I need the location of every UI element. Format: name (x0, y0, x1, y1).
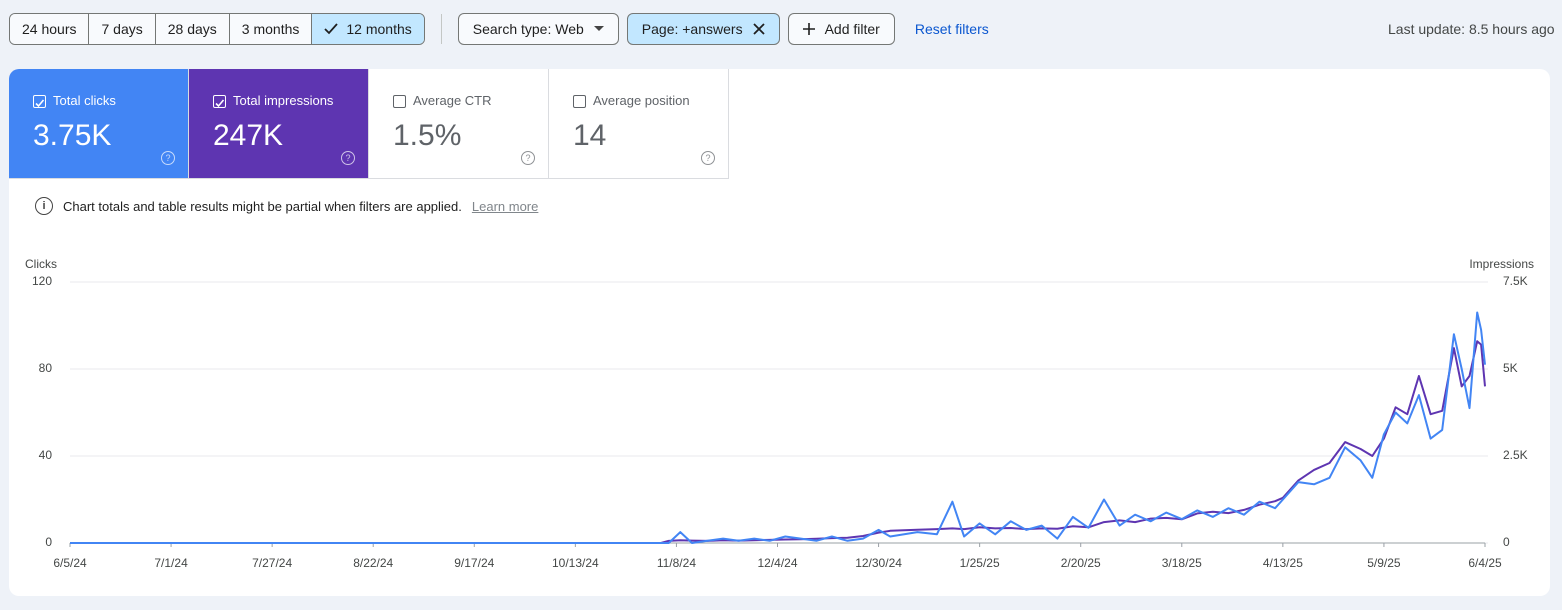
metric-value: 1.5% (393, 119, 462, 152)
add-filter-label: Add filter (824, 21, 880, 37)
plus-icon (802, 23, 815, 35)
info-icon: i (35, 197, 53, 215)
notice-text: Chart totals and table results might be … (63, 198, 462, 214)
performance-card: Total clicks 3.75K? Total impressions 247K?… (9, 69, 1550, 596)
check-icon (324, 23, 339, 35)
metric-value: 14 (573, 119, 607, 152)
y2-tick-label: 7.5K (1503, 274, 1528, 288)
metric-card[interactable]: Average position 14? (549, 69, 729, 179)
time-range-button[interactable]: 3 months (229, 14, 313, 44)
dropdown-icon (593, 26, 604, 31)
help-icon[interactable]: ? (161, 151, 175, 165)
time-range-label: 12 months (346, 21, 412, 37)
x-tick-label: 3/18/25 (1162, 556, 1202, 570)
metric-card[interactable]: Total clicks 3.75K? (9, 69, 189, 179)
add-filter[interactable]: Add filter (787, 13, 895, 45)
y2-tick-label: 2.5K (1503, 448, 1528, 462)
checkbox[interactable] (573, 95, 586, 108)
last-update: Last update: 8.5 hours ago (1388, 21, 1555, 37)
metric-label: Total clicks (53, 93, 116, 108)
y2-tick-label: 0 (1503, 535, 1510, 549)
y2-axis-title: Impressions (1469, 257, 1534, 271)
x-tick-label: 11/8/24 (657, 556, 696, 570)
checkbox[interactable] (33, 95, 46, 108)
x-tick-label: 10/13/24 (552, 556, 599, 570)
time-range-group: 24 hours 7 days 28 days 3 months 12 months (9, 13, 425, 45)
x-tick-label: 7/27/24 (252, 556, 292, 570)
x-tick-label: 7/1/24 (154, 556, 188, 570)
series-line (70, 340, 1486, 544)
metric-label: Total impressions (233, 93, 334, 108)
remove-icon[interactable] (752, 23, 765, 35)
time-range-label: 3 months (241, 21, 300, 37)
x-tick-label: 9/17/24 (454, 556, 494, 570)
y-axis-title: Clicks (25, 257, 57, 271)
metric-cards: Total clicks 3.75K? Total impressions 247K?… (9, 69, 729, 179)
time-range-label: 7 days (101, 21, 143, 37)
y-tick-label: 120 (32, 274, 52, 288)
time-range-label: 24 hours (22, 21, 77, 37)
filter-chip[interactable]: Search type: Web (457, 13, 619, 45)
separator (440, 14, 442, 44)
y2-tick-label: 5K (1503, 361, 1518, 375)
time-range-button[interactable]: 7 days (89, 14, 156, 44)
reset-filters[interactable]: Reset filters (914, 21, 989, 37)
metric-value: 3.75K (33, 119, 112, 152)
notice: i Chart totals and table results might b… (35, 197, 538, 215)
check-icon (35, 99, 45, 108)
metric-label: Average CTR (413, 93, 492, 108)
time-range-button[interactable]: 28 days (155, 14, 230, 44)
y-tick-label: 80 (39, 361, 53, 375)
chart: Clicks Impressions 0 40 80 120 0 2.5K 5K 7.5K 6/5/… (25, 257, 1534, 570)
filter-chip[interactable]: Page: +answers (626, 13, 780, 45)
x-tick-label: 4/13/25 (1263, 556, 1303, 570)
x-tick-label: 12/30/24 (855, 556, 902, 570)
y-tick-label: 0 (45, 535, 52, 549)
learn-more[interactable]: Learn more (471, 198, 539, 214)
x-tick-label: 8/22/24 (353, 556, 393, 570)
metric-card[interactable]: Average CTR 1.5%? (369, 69, 549, 179)
checkbox[interactable] (213, 95, 226, 108)
help-icon[interactable]: ? (521, 151, 535, 165)
metric-card[interactable]: Total impressions 247K? (189, 69, 369, 179)
help-icon[interactable]: ? (701, 151, 715, 165)
filter-label: Page: +answers (641, 21, 743, 37)
check-icon (215, 99, 225, 108)
x-tick-label: 1/25/25 (960, 556, 1000, 570)
x-tick-label: 5/9/25 (1367, 556, 1401, 570)
help-icon[interactable]: ? (341, 151, 355, 165)
time-range-button[interactable]: 12 months (312, 14, 424, 44)
time-range-label: 28 days (167, 21, 217, 37)
filter-label: Search type: Web (472, 21, 584, 37)
y-tick-label: 40 (39, 448, 53, 462)
toolbar: 24 hours 7 days 28 days 3 months 12 months Se… (9, 13, 989, 45)
checkbox[interactable] (393, 95, 406, 108)
metric-value: 247K (213, 119, 284, 152)
x-tick-label: 2/20/25 (1061, 556, 1101, 570)
x-tick-label: 6/5/24 (53, 556, 87, 570)
x-tick-label: 6/4/25 (1468, 556, 1502, 570)
time-range-button[interactable]: 24 hours (10, 14, 90, 44)
x-tick-label: 12/4/24 (757, 556, 797, 570)
series-line (70, 311, 1486, 544)
metric-label: Average position (593, 93, 690, 108)
